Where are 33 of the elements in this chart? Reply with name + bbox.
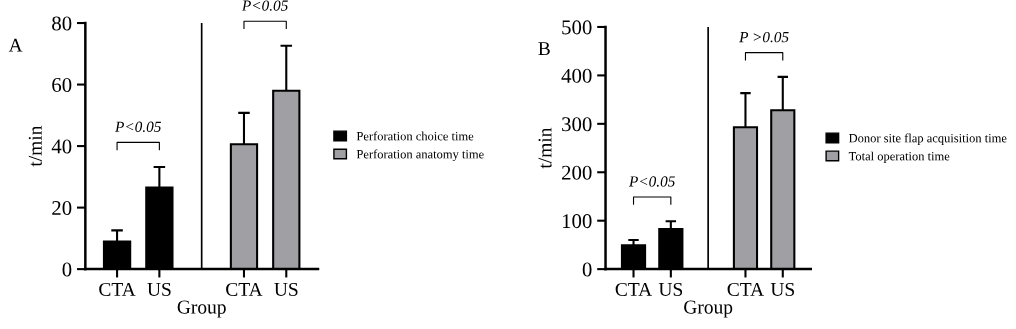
x-tick-label: CTA [615, 282, 653, 296]
text: B [538, 42, 550, 56]
y-tick-label: 0 [62, 262, 72, 277]
legend-label: Total operation time [848, 151, 950, 163]
x-tick-label: CTA [727, 282, 764, 296]
y-tick-label: 60 [52, 77, 72, 92]
x-axis-title: Group [684, 300, 733, 318]
y-tick-label: 80 [52, 16, 72, 31]
y-tick-label: 400 [561, 68, 592, 83]
y-tick-label: 300 [562, 117, 592, 132]
y-tick-label: 0 [582, 262, 592, 277]
text: P<0.05 [241, 0, 288, 11]
y-axis-title: t/min [28, 125, 42, 167]
y-tick-label: 500 [562, 20, 592, 35]
y-tick-label: 200 [562, 165, 592, 180]
y-tick-label: 100 [562, 214, 592, 229]
text: A [8, 38, 23, 52]
y-tick-label: 40 [51, 139, 72, 154]
y-tick-label: 20 [52, 200, 72, 216]
x-axis-title: Group [177, 300, 226, 318]
x-tick-label: US [658, 282, 683, 296]
legend-label: Perforation anatomy time [356, 149, 484, 162]
x-tick-label: CTA [99, 282, 136, 296]
x-tick-label: US [147, 282, 171, 296]
legend-label: Perforation choice time [356, 131, 474, 141]
annotation: P<0.05 [628, 176, 675, 187]
x-tick-label: US [274, 282, 298, 296]
y-axis-title: t/min [538, 127, 552, 169]
annotation: P >0.05 [739, 31, 789, 43]
annotation: P<0.05 [114, 121, 161, 132]
x-tick-label: CTA [226, 282, 263, 296]
legend-label: Donor site flap acquisition time [848, 133, 1007, 145]
x-tick-label: US [770, 282, 795, 296]
